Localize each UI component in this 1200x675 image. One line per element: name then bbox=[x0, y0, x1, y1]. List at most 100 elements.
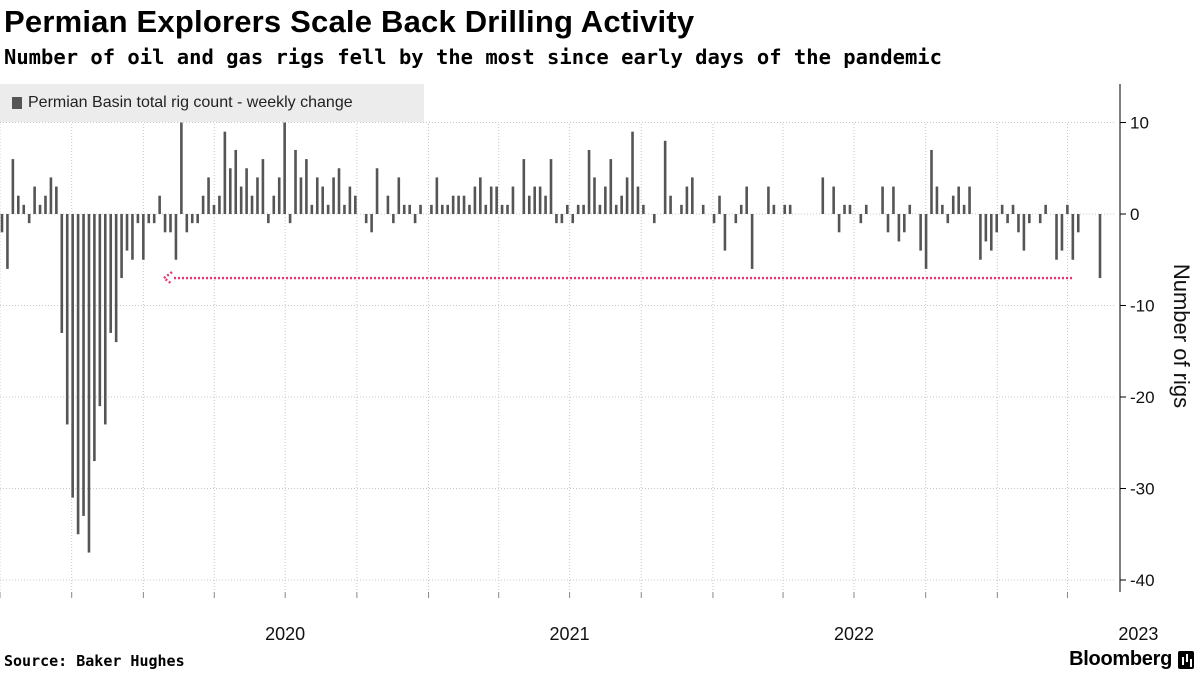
bar bbox=[538, 186, 542, 214]
bar bbox=[354, 195, 357, 214]
bar bbox=[71, 214, 74, 498]
bar bbox=[712, 214, 716, 224]
bar bbox=[33, 186, 36, 214]
bar bbox=[468, 204, 471, 214]
bar bbox=[555, 214, 558, 224]
bar bbox=[283, 122, 286, 214]
bar bbox=[152, 214, 156, 224]
bar bbox=[739, 204, 743, 214]
bar bbox=[691, 177, 694, 214]
bar bbox=[343, 204, 346, 214]
y-tick-label: -40 bbox=[1130, 571, 1155, 590]
bar bbox=[315, 177, 319, 214]
bar bbox=[364, 214, 368, 224]
bar bbox=[446, 204, 450, 214]
bar bbox=[886, 214, 890, 233]
bar bbox=[142, 214, 145, 260]
bar bbox=[506, 204, 509, 214]
bar bbox=[185, 214, 189, 233]
x-tick-label: 2020 bbox=[265, 624, 305, 644]
bar bbox=[701, 204, 705, 214]
bar bbox=[402, 204, 406, 214]
bar bbox=[941, 204, 944, 214]
bar bbox=[462, 195, 466, 214]
bar bbox=[609, 159, 613, 214]
bar bbox=[1071, 214, 1075, 260]
bar bbox=[87, 214, 91, 553]
bar bbox=[783, 204, 787, 214]
bar bbox=[386, 195, 390, 214]
bar bbox=[614, 204, 618, 214]
bar bbox=[1011, 204, 1015, 214]
bar bbox=[479, 177, 482, 214]
brand: Bloomberg bbox=[1069, 648, 1194, 671]
bar bbox=[495, 186, 498, 214]
bar bbox=[223, 131, 227, 214]
bar bbox=[93, 214, 96, 462]
y-tick-label: 10 bbox=[1130, 114, 1149, 133]
bar bbox=[163, 214, 167, 233]
bar bbox=[908, 204, 912, 214]
bar bbox=[147, 214, 151, 224]
y-tick-label: -30 bbox=[1130, 480, 1155, 499]
bar bbox=[593, 177, 596, 214]
bar bbox=[837, 214, 841, 233]
bar bbox=[6, 214, 9, 269]
bar bbox=[158, 195, 161, 214]
bar bbox=[397, 177, 401, 214]
bar bbox=[604, 186, 607, 214]
bar bbox=[631, 131, 634, 214]
source-note: Source: Baker Hughes bbox=[4, 652, 185, 670]
bar bbox=[288, 214, 292, 224]
bar bbox=[277, 177, 281, 214]
bar bbox=[218, 195, 221, 214]
bar bbox=[120, 214, 123, 279]
bar bbox=[1038, 214, 1042, 224]
x-tick-label: 2023 bbox=[1118, 624, 1158, 644]
bar bbox=[511, 186, 515, 214]
x-axis: 2020 2021 2022 2023 bbox=[0, 592, 1158, 644]
bar bbox=[457, 195, 460, 214]
x-tick-label: 2022 bbox=[834, 624, 874, 644]
bar bbox=[1022, 214, 1026, 251]
bar bbox=[767, 186, 770, 214]
legend-swatch bbox=[12, 97, 22, 109]
bar bbox=[625, 177, 629, 214]
bar bbox=[109, 214, 113, 333]
bar bbox=[636, 186, 640, 214]
bar bbox=[267, 214, 270, 224]
bar bbox=[566, 204, 569, 214]
bar bbox=[473, 186, 477, 214]
brand-logo-text: Bloomberg bbox=[1069, 648, 1172, 670]
bar bbox=[484, 204, 488, 214]
bar bbox=[788, 204, 792, 214]
bar bbox=[60, 214, 64, 333]
bar-chart-icon bbox=[1178, 650, 1194, 669]
bar bbox=[892, 186, 895, 214]
bar bbox=[544, 195, 547, 214]
bar bbox=[55, 186, 58, 214]
bar bbox=[245, 168, 248, 214]
bar bbox=[527, 195, 531, 214]
bar bbox=[718, 195, 721, 214]
bar bbox=[962, 204, 966, 214]
bar bbox=[859, 214, 863, 224]
bar bbox=[582, 204, 585, 214]
bar bbox=[256, 177, 259, 214]
bar bbox=[750, 214, 754, 269]
legend: Permian Basin total rig count - weekly c… bbox=[0, 84, 424, 122]
annotation-layer bbox=[162, 271, 1072, 286]
bar bbox=[299, 177, 303, 214]
bar bbox=[995, 214, 999, 233]
bar bbox=[968, 186, 971, 214]
bar bbox=[1000, 204, 1004, 214]
bar bbox=[305, 159, 308, 214]
bar bbox=[321, 186, 325, 214]
bar bbox=[348, 186, 352, 214]
bar bbox=[1060, 214, 1064, 251]
bar bbox=[49, 177, 53, 214]
bar bbox=[375, 168, 379, 214]
bar bbox=[587, 149, 591, 214]
bar bbox=[522, 159, 526, 214]
